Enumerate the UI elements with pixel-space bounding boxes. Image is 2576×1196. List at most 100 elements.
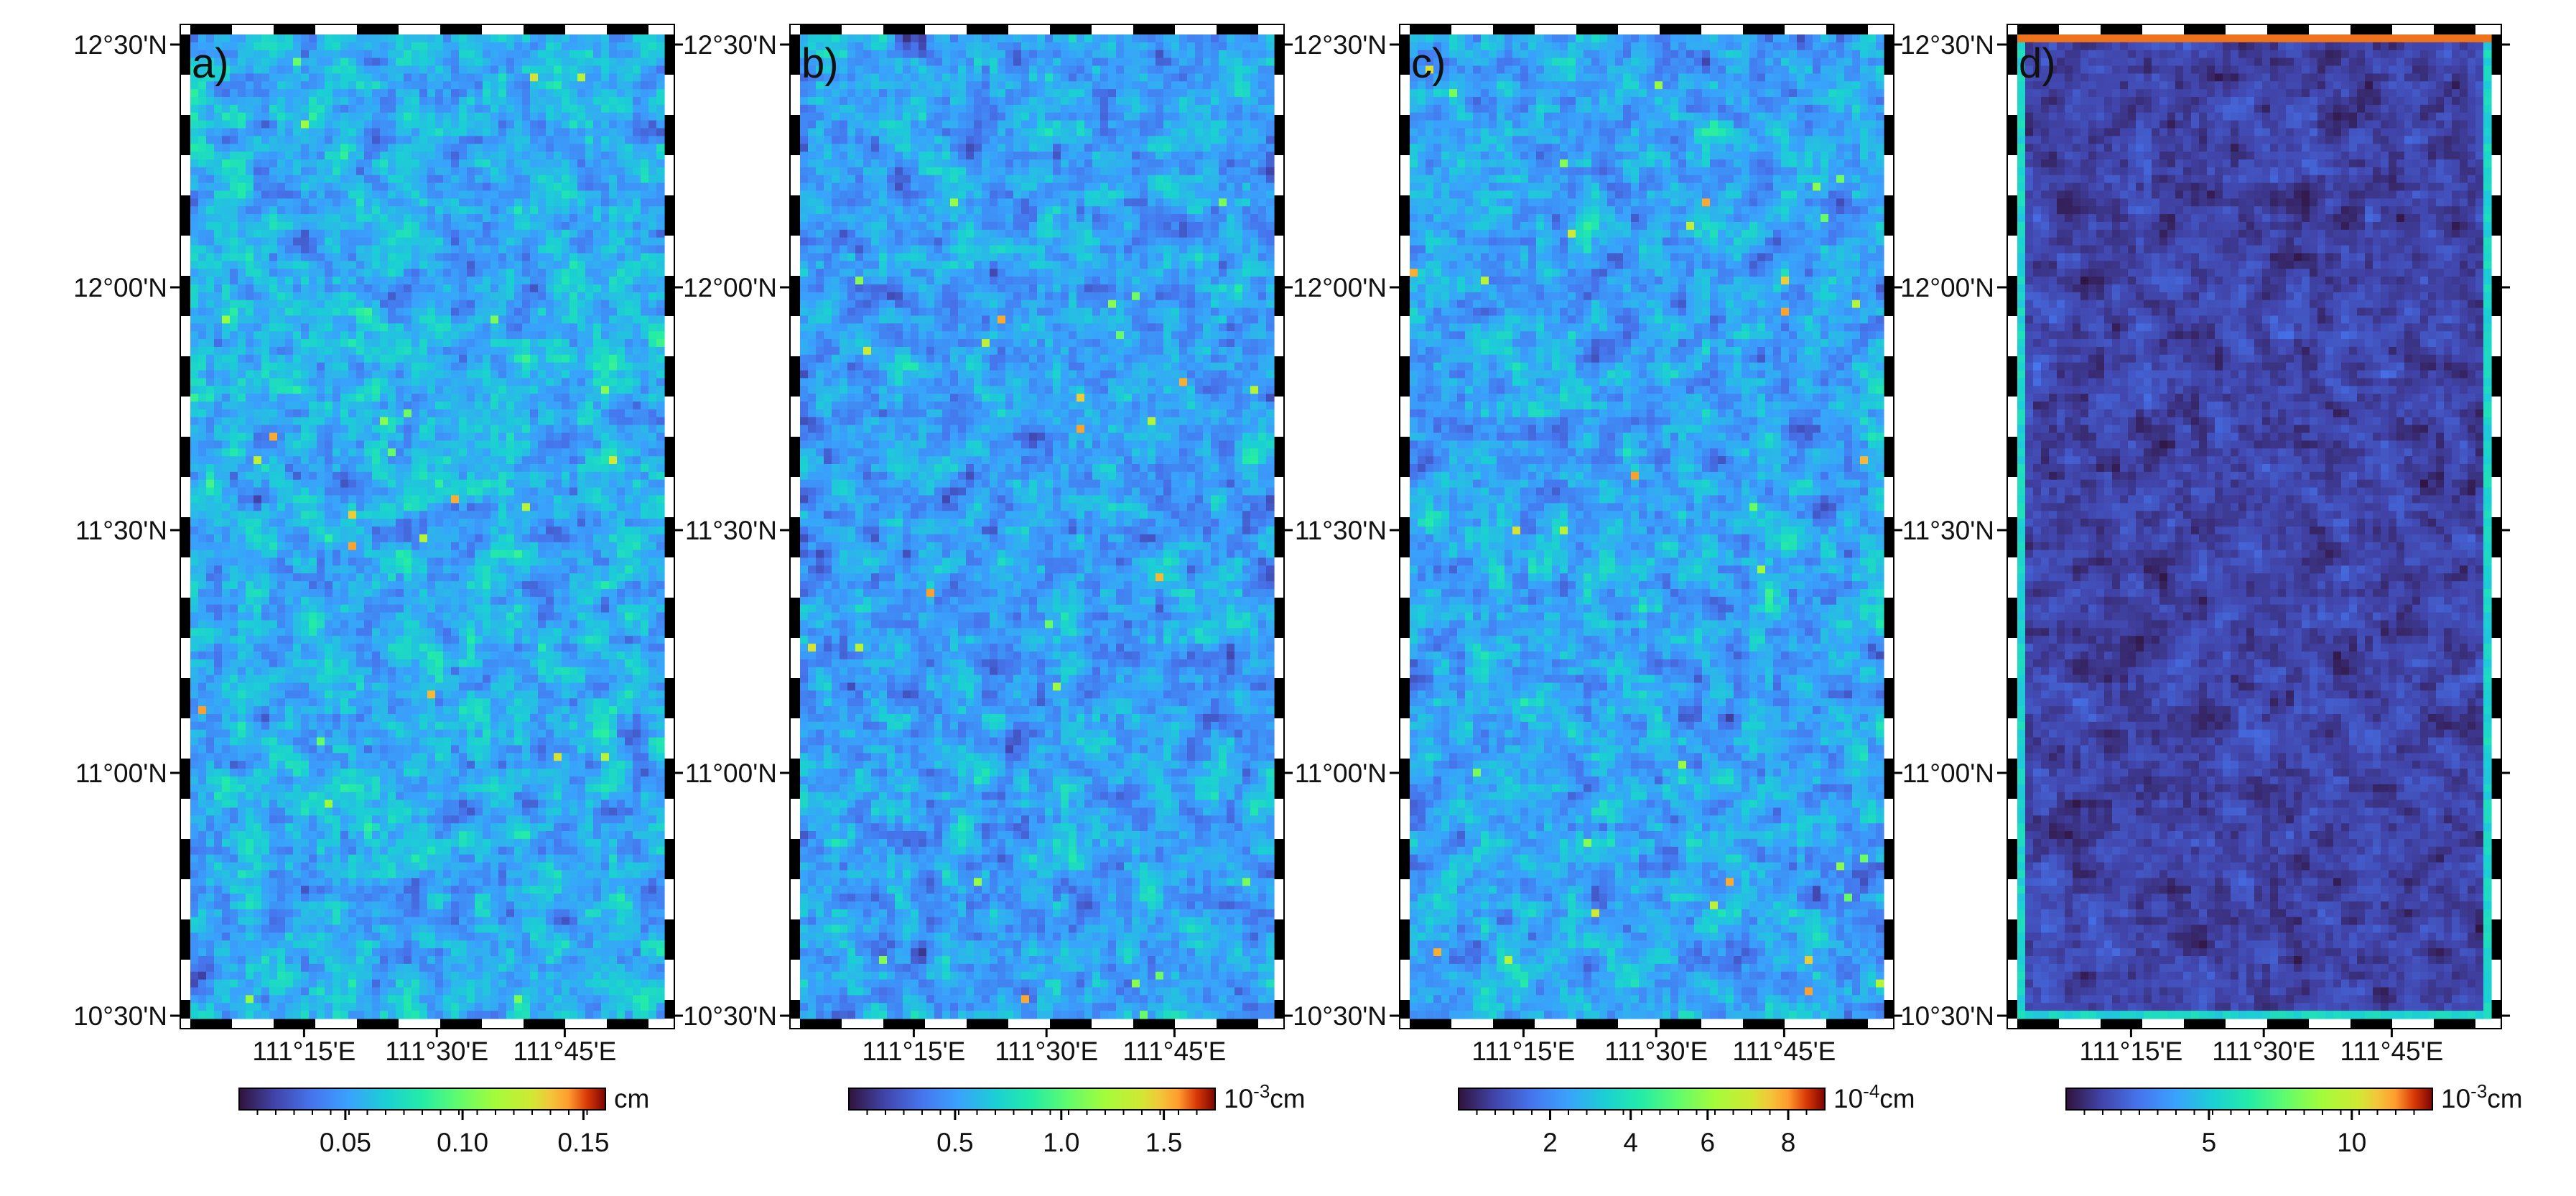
raster-cell — [427, 448, 436, 456]
raster-cell — [459, 190, 468, 198]
raster-cell — [427, 527, 436, 534]
raster-cell — [246, 542, 254, 550]
raster-cell — [514, 527, 523, 534]
raster-cell — [538, 238, 547, 246]
raster-cell — [617, 58, 626, 66]
raster-cell — [554, 81, 562, 89]
raster-cell — [475, 105, 483, 113]
raster-cell — [656, 519, 665, 527]
raster-cell — [333, 121, 341, 129]
raster-cell — [451, 331, 460, 339]
raster-cell — [419, 246, 428, 254]
raster-cell — [475, 89, 483, 97]
raster-cell — [293, 323, 302, 331]
raster-cell — [238, 527, 246, 534]
raster-cell — [483, 167, 491, 175]
raster-cell — [490, 347, 499, 355]
raster-cell — [617, 355, 626, 363]
raster-cell — [475, 464, 483, 472]
raster-cell — [483, 417, 491, 425]
raster-cell — [459, 167, 468, 175]
raster-cell — [404, 238, 412, 246]
raster-cell — [656, 128, 665, 136]
raster-cell — [419, 277, 428, 284]
raster-cell — [222, 511, 231, 519]
raster-cell — [625, 230, 633, 238]
raster-cell — [364, 97, 373, 105]
raster-cell — [246, 347, 254, 355]
raster-cell — [633, 183, 641, 191]
raster-cell — [388, 105, 396, 113]
raster-cell — [206, 480, 215, 488]
raster-cell — [435, 89, 444, 97]
raster-cell — [238, 183, 246, 191]
raster-cell — [325, 378, 333, 386]
raster-cell — [230, 292, 238, 300]
raster-cell — [625, 488, 633, 496]
raster-cell — [506, 198, 515, 206]
raster-cell — [427, 152, 436, 159]
raster-cell — [506, 464, 515, 472]
raster-cell — [467, 222, 475, 230]
raster-cell — [404, 214, 412, 222]
raster-cell — [261, 152, 270, 159]
raster-cell — [309, 284, 317, 292]
raster-cell — [309, 152, 317, 159]
raster-cell — [325, 425, 333, 433]
raster-cell — [333, 183, 341, 191]
raster-cell — [317, 81, 325, 89]
raster-cell — [483, 159, 491, 167]
raster-cell — [459, 253, 468, 261]
raster-cell — [372, 347, 381, 355]
raster-cell — [261, 175, 270, 183]
raster-cell — [269, 378, 278, 386]
raster-cell — [293, 386, 302, 394]
raster-cell — [601, 371, 610, 379]
raster-cell — [546, 159, 554, 167]
raster-cell — [261, 190, 270, 198]
raster-cell — [648, 34, 657, 42]
raster-cell — [546, 347, 554, 355]
raster-cell — [317, 519, 325, 527]
raster-cell — [467, 456, 475, 464]
raster-cell — [246, 277, 254, 284]
raster-cell — [609, 402, 618, 409]
raster-cell — [648, 527, 657, 534]
raster-cell — [467, 433, 475, 441]
raster-cell — [585, 128, 594, 136]
raster-cell — [261, 81, 270, 89]
raster-cell — [601, 253, 610, 261]
raster-cell — [554, 440, 562, 448]
raster-cell — [593, 246, 602, 254]
raster-cell — [609, 284, 618, 292]
raster-cell — [325, 519, 333, 527]
raster-cell — [601, 488, 610, 496]
raster-cell — [435, 238, 444, 246]
raster-cell — [601, 323, 610, 331]
raster-cell — [293, 511, 302, 519]
raster-cell — [419, 128, 428, 136]
raster-cell — [467, 73, 475, 81]
raster-cell — [261, 284, 270, 292]
raster-cell — [277, 183, 286, 191]
raster-cell — [475, 128, 483, 136]
raster-cell — [562, 136, 570, 144]
raster-cell — [340, 472, 349, 480]
raster-cell — [546, 315, 554, 323]
raster-cell — [317, 73, 325, 81]
raster-cell — [522, 542, 531, 550]
raster-cell — [641, 425, 649, 433]
raster-cell — [396, 464, 404, 472]
raster-cell — [569, 284, 578, 292]
raster-cell — [411, 363, 420, 371]
raster-cell — [633, 159, 641, 167]
raster-cell — [648, 97, 657, 105]
raster-cell — [483, 402, 491, 409]
raster-cell — [601, 34, 610, 42]
raster-cell — [609, 503, 618, 511]
raster-cell — [317, 433, 325, 441]
raster-cell — [554, 144, 562, 152]
raster-cell — [261, 238, 270, 246]
raster-cell — [593, 65, 602, 73]
raster-cell — [356, 425, 365, 433]
